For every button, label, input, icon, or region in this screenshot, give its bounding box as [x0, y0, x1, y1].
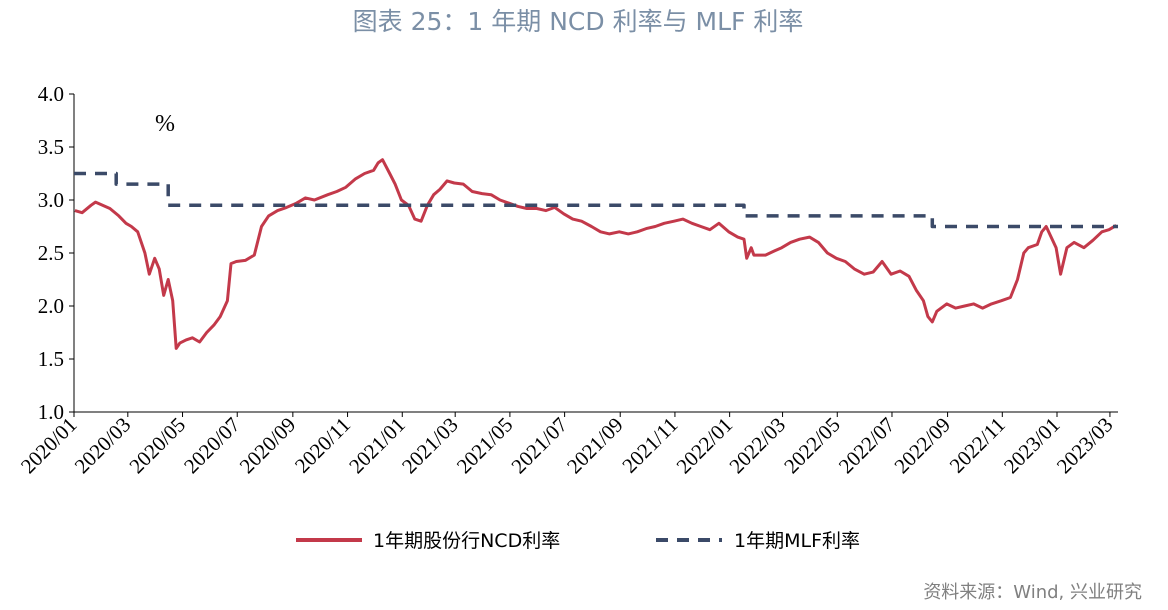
x-tick-label: 2021/07 — [506, 413, 572, 479]
series-line-ncd — [74, 158, 1117, 350]
x-tick-label: 2022/01 — [672, 413, 738, 479]
x-tick-label: 2021/03 — [397, 413, 463, 479]
legend-mlf-label: 1年期MLF利率 — [734, 530, 860, 552]
x-tick-label: 2020/03 — [70, 413, 136, 479]
series-line-mlf — [74, 171, 1118, 229]
x-tick-label: 2022/05 — [779, 413, 845, 479]
source-note: 资料来源：Wind, 兴业研究 — [923, 582, 1142, 603]
x-tick-label: 2022/07 — [834, 413, 900, 479]
y-tick-label: 2.0 — [38, 294, 64, 318]
x-tick-label: 2021/09 — [562, 413, 628, 479]
y-tick-label: 4.0 — [38, 82, 64, 106]
legend-ncd-label: 1年期股份行NCD利率 — [373, 530, 560, 552]
x-tick-label: 2023/03 — [1052, 413, 1118, 479]
x-tick-label: 2021/05 — [452, 413, 518, 479]
y-tick-label: 1.0 — [38, 400, 64, 424]
axes: 1.01.52.02.53.03.54.02020/012020/032020/… — [16, 82, 1118, 478]
series-layer — [74, 158, 1118, 350]
x-tick-label: 2021/11 — [617, 413, 682, 478]
x-tick-label: 2022/11 — [945, 413, 1010, 478]
chart-title: 图表 25：1 年期 NCD 利率与 MLF 利率 — [353, 7, 804, 36]
legend: 1年期股份行NCD利率 1年期MLF利率 — [296, 530, 860, 552]
x-tick-label: 2020/05 — [124, 413, 190, 479]
y-tick-label: 2.5 — [38, 241, 64, 265]
x-tick-label: 2022/03 — [724, 413, 790, 479]
y-tick-label: 3.5 — [38, 135, 64, 159]
y-tick-label: 3.0 — [38, 188, 64, 212]
x-tick-label: 2020/07 — [179, 413, 245, 479]
x-tick-label: 2021/01 — [344, 413, 410, 479]
x-tick-label: 2020/11 — [290, 413, 355, 478]
x-tick-label: 2023/01 — [999, 413, 1065, 479]
y-tick-label: 1.5 — [38, 347, 64, 371]
x-tick-label: 2022/09 — [889, 413, 955, 479]
x-tick-label: 2020/09 — [235, 413, 301, 479]
unit-label: % — [155, 111, 175, 137]
